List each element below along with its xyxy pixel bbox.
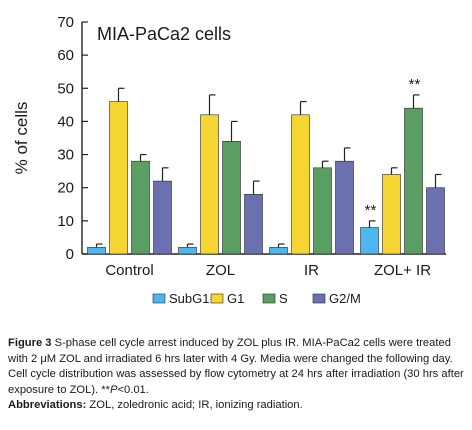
caption-pvalue: P bbox=[109, 383, 118, 396]
bar-s-2 bbox=[313, 167, 332, 255]
bar-g1-3 bbox=[382, 174, 401, 255]
x-tick-label: ZOL bbox=[206, 262, 235, 279]
y-tick-label: 40 bbox=[57, 113, 74, 130]
chart-legend: SubG1 G1 S G2/M bbox=[152, 291, 361, 306]
bar-g2m-3 bbox=[426, 187, 445, 255]
bar-g2m-1 bbox=[244, 194, 263, 255]
caption-abbreviations: Abbreviations: ZOL, zoledronic acid; IR,… bbox=[8, 398, 464, 414]
legend-swatch-subg1 bbox=[152, 293, 166, 304]
legend-label: G1 bbox=[227, 291, 244, 306]
bar-subg1-1 bbox=[178, 247, 197, 255]
y-tick-label: 10 bbox=[57, 213, 74, 230]
significance-mark: ** bbox=[409, 76, 421, 93]
bar-g1-0 bbox=[109, 101, 128, 255]
legend-label: S bbox=[279, 291, 288, 306]
chart-title: MIA-PaCa2 cells bbox=[97, 24, 231, 44]
bar-g1-2 bbox=[291, 114, 310, 255]
y-tick-label: 0 bbox=[66, 246, 74, 263]
caption-paragraph: Figure 3 S-phase cell cycle arrest induc… bbox=[8, 336, 464, 398]
abbreviations-text: ZOL, zoledronic acid; IR, ionizing radia… bbox=[86, 399, 303, 412]
bar-subg1-3 bbox=[360, 227, 379, 255]
caption-text: S-phase cell cycle arrest induced by ZOL… bbox=[8, 337, 464, 396]
x-tick-label: Control bbox=[105, 262, 153, 279]
legend-label: G2/M bbox=[329, 291, 361, 306]
figure-caption: Figure 3 S-phase cell cycle arrest induc… bbox=[8, 336, 464, 414]
chart-labels: % of cells MIA-PaCa2 cells Control ZOL IR ** *… bbox=[12, 24, 431, 279]
y-tick-label: 70 bbox=[57, 14, 74, 31]
bar-subg1-2 bbox=[269, 247, 288, 255]
bar-g2m-2 bbox=[335, 160, 354, 255]
bar-s-1 bbox=[222, 141, 241, 255]
legend-label: SubG1 bbox=[169, 291, 209, 306]
bar-s-3 bbox=[404, 107, 423, 255]
caption-label: Figure 3 bbox=[8, 337, 52, 349]
y-tick-label: 50 bbox=[57, 80, 74, 97]
bar-s-0 bbox=[131, 160, 150, 255]
bar-g2m-0 bbox=[153, 180, 172, 255]
chart-bars bbox=[87, 87, 445, 255]
cell-cycle-bar-chart: 0 10 20 30 40 50 60 70 % of cells MIA-PaCa2 cell… bbox=[12, 14, 446, 306]
y-tick-label: 20 bbox=[57, 180, 74, 197]
significance-mark: ** bbox=[365, 202, 377, 219]
y-tick-label: 60 bbox=[57, 47, 74, 64]
legend-swatch-g2m bbox=[312, 293, 326, 304]
bar-subg1-0 bbox=[87, 247, 106, 255]
y-axis-label: % of cells bbox=[12, 102, 31, 175]
abbreviations-label: Abbreviations: bbox=[8, 399, 87, 412]
y-tick-label: 30 bbox=[57, 147, 74, 164]
legend-swatch-s bbox=[262, 293, 276, 304]
legend-swatch-g1 bbox=[210, 293, 224, 304]
x-tick-label: IR bbox=[304, 262, 319, 279]
bar-g1-1 bbox=[200, 114, 219, 255]
caption-pvalue-rest: <0.01. bbox=[117, 383, 149, 396]
x-tick-label: ZOL+ IR bbox=[374, 262, 431, 279]
